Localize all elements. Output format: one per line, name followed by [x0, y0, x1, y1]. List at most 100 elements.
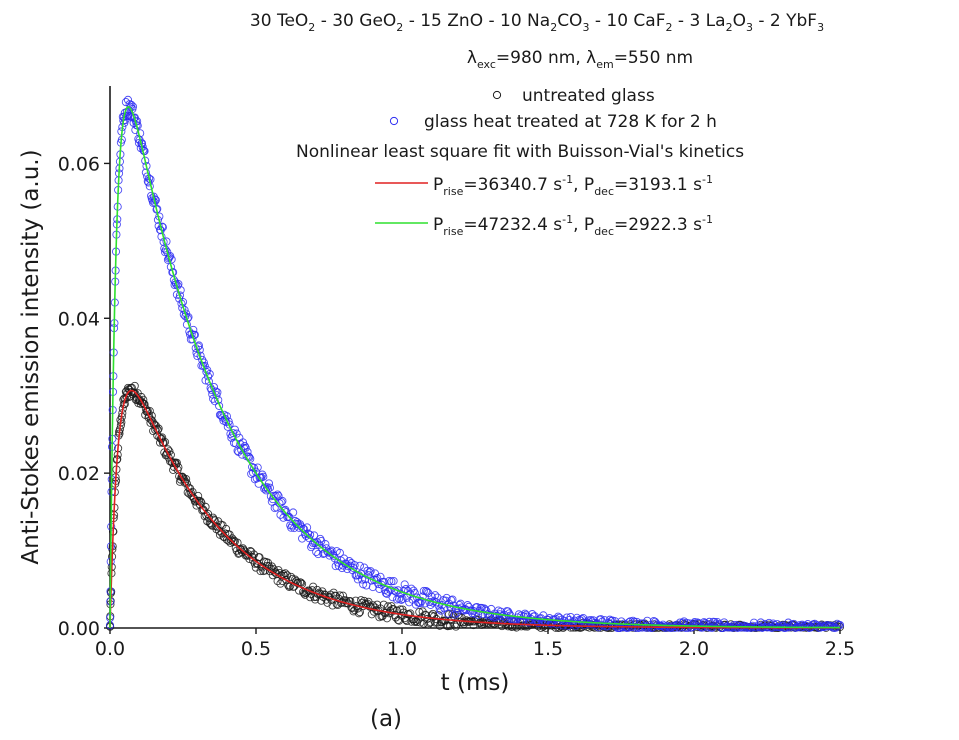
data-point	[259, 472, 268, 481]
data-point	[263, 483, 272, 492]
x-axis-title: t (ms)	[441, 670, 510, 696]
data-point	[155, 432, 164, 442]
data-point	[263, 485, 273, 494]
data-point	[406, 609, 415, 618]
y-axis-title: Anti-Stokes emission intensity (a.u.)	[18, 149, 44, 564]
data-point	[277, 498, 286, 507]
data-point	[425, 619, 434, 628]
chart-title-composition: 30 TeO2 - 30 GeO2 - 15 ZnO - 10 Na2CO3 -…	[250, 11, 824, 34]
data-point	[314, 550, 323, 559]
data-point	[316, 534, 325, 543]
data-point	[442, 593, 451, 603]
data-point	[416, 618, 425, 627]
data-point	[130, 381, 139, 390]
data-point	[189, 325, 198, 334]
data-point	[217, 528, 226, 538]
data-point	[305, 534, 314, 543]
data-point	[157, 232, 166, 241]
data-point	[253, 463, 262, 472]
data-point	[444, 610, 454, 619]
data-point	[172, 280, 181, 289]
data-point	[369, 607, 378, 616]
legend-marker-untreated	[492, 90, 502, 100]
series-untreated	[105, 381, 845, 633]
fit-curve-untreated	[109, 389, 841, 629]
data-point	[435, 605, 444, 614]
legend-label-fit-heat-treated: Prise=47232.4 s-1, Pdec=2922.3 s-1	[433, 213, 713, 238]
data-point	[194, 491, 203, 500]
y-tick-label: 0.00	[58, 618, 100, 640]
data-point	[451, 622, 460, 631]
data-point	[281, 569, 290, 578]
x-tick-label: 2.0	[679, 638, 709, 660]
data-point	[395, 594, 404, 603]
data-point	[154, 221, 163, 231]
data-point	[630, 617, 639, 626]
data-point	[238, 438, 248, 447]
data-point	[121, 98, 130, 107]
data-point	[355, 561, 365, 570]
data-point	[280, 506, 289, 515]
data-point	[423, 587, 432, 596]
data-point	[379, 600, 388, 609]
x-tick-label: 2.5	[825, 638, 855, 660]
data-point	[273, 490, 282, 499]
data-point	[422, 587, 431, 596]
data-point	[835, 620, 845, 630]
data-point	[225, 420, 234, 429]
data-point	[713, 618, 722, 627]
data-point	[367, 610, 376, 619]
data-point	[321, 540, 330, 549]
legend-fit-heading: Nonlinear least square fit with Buisson-…	[296, 142, 744, 162]
data-point	[354, 609, 363, 618]
data-point	[273, 577, 282, 586]
data-point	[285, 582, 294, 591]
data-point	[398, 594, 407, 603]
data-point	[395, 616, 404, 625]
data-point	[366, 567, 375, 576]
data-point	[328, 601, 337, 610]
x-tick-label: 0.5	[241, 638, 271, 660]
legend-label-fit-untreated: Prise=36340.7 s-1, Pdec=3193.1 s-1	[433, 173, 713, 198]
data-point	[784, 618, 793, 627]
data-point	[163, 247, 172, 257]
panel-label: (a)	[370, 706, 402, 732]
fit-curve-heat-treated	[109, 106, 841, 629]
chart-subtitle-wavelengths: λexc=980 nm, λem=550 nm	[467, 48, 693, 71]
fit-curves	[109, 106, 841, 629]
data-point	[448, 595, 457, 604]
data-point	[389, 576, 398, 586]
legend-label-heat-treated: glass heat treated at 728 K for 2 h	[424, 112, 717, 132]
data-point	[450, 610, 459, 619]
data-point	[303, 523, 312, 532]
data-point	[195, 345, 204, 354]
data-point	[397, 595, 406, 604]
data-point	[350, 561, 359, 570]
data-point	[567, 619, 576, 628]
data-point	[176, 286, 185, 295]
data-point	[382, 614, 392, 623]
data-point	[327, 546, 336, 555]
data-point	[617, 617, 626, 626]
x-tick-label: 1.5	[533, 638, 563, 660]
data-point	[278, 496, 287, 506]
data-point	[203, 509, 213, 518]
data-point	[384, 587, 393, 596]
data-point	[287, 572, 296, 581]
data-point	[123, 95, 133, 104]
data-point	[295, 523, 304, 532]
legend-marker-heat-treated	[389, 116, 399, 126]
data-point	[411, 616, 420, 625]
data-point	[345, 557, 354, 566]
data-point	[356, 569, 366, 578]
data-point	[317, 596, 326, 605]
x-tick-label: 1.0	[387, 638, 417, 660]
data-point	[756, 618, 765, 627]
data-point	[323, 598, 332, 607]
data-point	[190, 330, 199, 339]
data-point	[625, 618, 634, 627]
data-point	[184, 313, 193, 322]
data-point	[264, 479, 274, 488]
data-point	[610, 617, 620, 626]
data-point	[365, 568, 374, 577]
